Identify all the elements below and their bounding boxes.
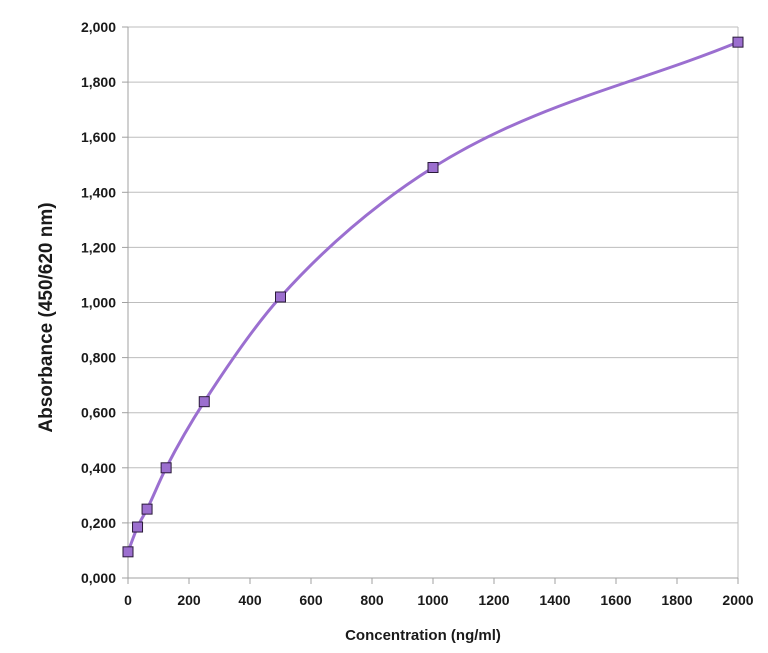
- data-point-5: [275, 291, 286, 303]
- y-tick-label-3: 0,600: [81, 405, 116, 421]
- x-tick-label-1: 200: [177, 592, 201, 608]
- x-tick-label-2: 400: [238, 592, 262, 608]
- y-tick-label-5: 1,000: [81, 295, 116, 311]
- fit-curve: [126, 40, 740, 554]
- y-tick-label-4: 0,800: [81, 350, 116, 366]
- x-tick-label-9: 1800: [661, 592, 692, 608]
- x-tick-label-7: 1400: [539, 592, 570, 608]
- y-axis-ticks: 0,000 0,200 0,400 0,600 0,800 1,000 1,200 1,400…: [81, 19, 128, 586]
- y-tick-label-7: 1,400: [81, 184, 116, 200]
- x-tick-label-6: 1200: [478, 592, 509, 608]
- fit-curve-group: [126, 40, 740, 554]
- x-axis-title: Concentration (ng/ml): [345, 627, 501, 644]
- y-tick-label-10: 2,000: [81, 19, 116, 35]
- y-tick-label-0: 0,000: [81, 570, 116, 586]
- x-tick-label-5: 1000: [417, 592, 448, 608]
- y-axis-title: Absorbance (450/620 nm): [36, 202, 57, 432]
- y-tick-label-1: 0,200: [81, 515, 116, 531]
- grid: [128, 26, 739, 579]
- x-axis-ticks: 0 200 400 600 800 1000 1200 1400 1600 1800 2000: [124, 578, 754, 608]
- x-tick-label-3: 600: [299, 592, 323, 608]
- data-point-4: [198, 396, 210, 408]
- y-tick-label-6: 1,200: [81, 239, 116, 255]
- x-tick-label-4: 800: [360, 592, 384, 608]
- data-point-7: [732, 36, 744, 48]
- data-points: [122, 36, 744, 558]
- x-tick-label-0: 0: [124, 592, 132, 608]
- data-point-2: [141, 503, 153, 515]
- data-point-1: [132, 521, 144, 533]
- x-tick-label-10: 2000: [722, 592, 753, 608]
- y-tick-label-8: 1,600: [81, 129, 116, 145]
- data-point-3: [160, 462, 172, 474]
- y-tick-label-2: 0,400: [81, 460, 116, 476]
- data-point-6: [427, 162, 439, 174]
- data-point-0: [122, 546, 134, 558]
- x-tick-label-8: 1600: [600, 592, 631, 608]
- y-tick-label-9: 1,800: [81, 74, 116, 90]
